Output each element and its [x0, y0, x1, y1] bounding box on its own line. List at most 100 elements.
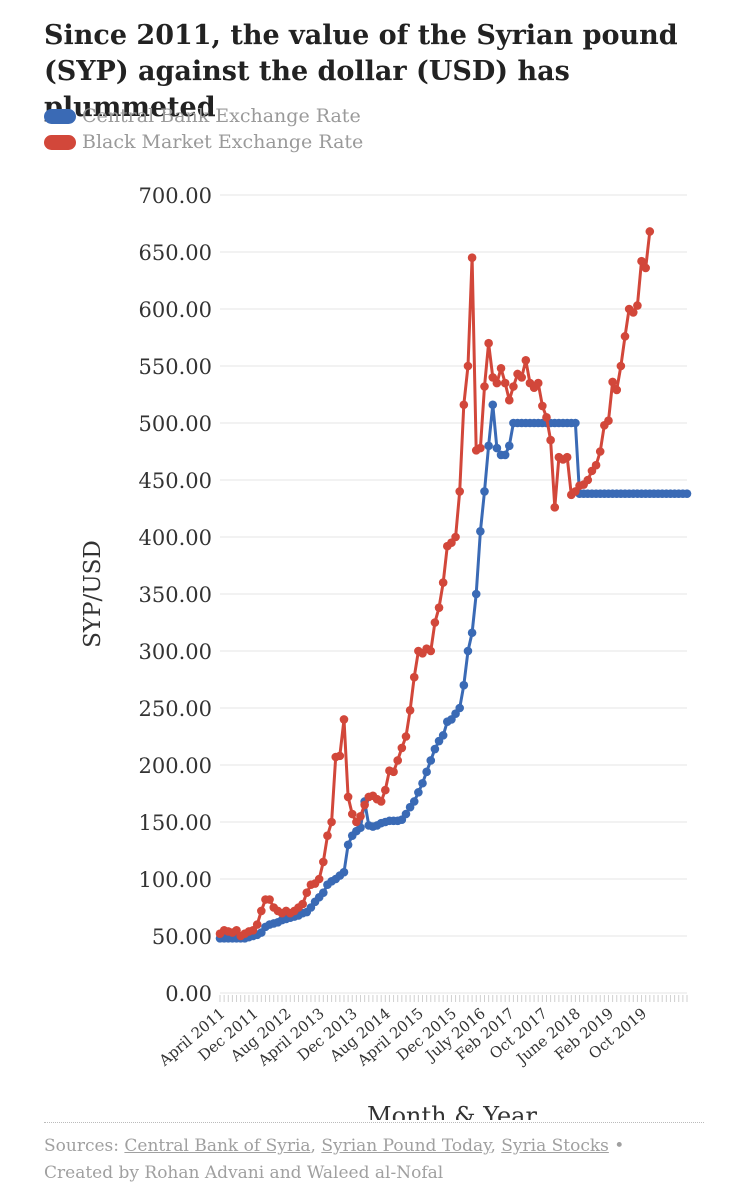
data-point-black-market: [562, 452, 572, 462]
y-tick-label: 450.00: [139, 469, 212, 493]
data-point-black-market: [533, 378, 543, 388]
data-point-black-market: [496, 363, 506, 373]
data-point-black-market: [455, 487, 464, 496]
source-link-syria-stocks[interactable]: Syria Stocks: [501, 1136, 609, 1156]
data-point-central-bank: [418, 778, 427, 788]
sources-prefix: Sources:: [44, 1136, 125, 1156]
data-point-black-market: [633, 301, 642, 310]
data-point-central-bank: [339, 867, 349, 877]
legend: Central Bank Exchange Rate Black Market …: [44, 103, 363, 155]
data-point-black-market: [476, 443, 485, 453]
data-point-black-market: [347, 809, 357, 819]
y-tick-label: 350.00: [139, 583, 212, 607]
data-point-central-bank: [476, 527, 485, 536]
y-tick-label: 600.00: [139, 298, 212, 322]
legend-swatch-black-market: [44, 134, 76, 150]
data-point-black-market: [323, 831, 332, 840]
data-point-black-market: [641, 263, 650, 273]
data-point-central-bank: [467, 628, 477, 638]
line-chart: 0.00 50.00 100.00 150.00 200.00 250.00 300.00 3…: [80, 184, 692, 1120]
data-point-black-market: [438, 578, 448, 587]
legend-label-black-market: Black Market Exchange Rate: [82, 131, 364, 153]
data-point-black-market: [252, 920, 262, 929]
x-axis-title: Month & Year: [367, 1102, 537, 1120]
data-point-black-market: [434, 603, 444, 612]
data-point-black-market: [381, 785, 390, 795]
data-point-black-market: [628, 308, 638, 317]
data-point-black-market: [550, 503, 560, 512]
footer: Sources: Central Bank of Syria, Syrian P…: [44, 1122, 704, 1187]
data-point-black-market: [302, 888, 312, 897]
data-point-central-bank: [463, 646, 473, 656]
data-point-black-market: [405, 705, 415, 715]
data-point-central-bank: [488, 400, 498, 410]
data-point-black-market: [426, 646, 436, 656]
data-point-central-bank: [343, 840, 353, 850]
data-point-black-market: [480, 382, 489, 391]
chart-title: Since 2011, the value of the Syrian poun…: [44, 20, 678, 123]
data-point-black-market: [451, 532, 460, 542]
y-tick-label: 200.00: [139, 754, 212, 778]
data-point-black-market: [389, 767, 398, 777]
data-point-central-bank: [480, 487, 489, 496]
data-point-black-market: [546, 435, 555, 445]
y-tick-label: 100.00: [139, 868, 212, 892]
data-point-central-bank: [484, 441, 493, 451]
y-tick-label: 500.00: [139, 412, 212, 436]
data-point-black-market: [257, 906, 266, 916]
data-point-black-market: [356, 812, 365, 821]
legend-item-black-market[interactable]: Black Market Exchange Rate: [44, 129, 363, 155]
y-tick-label: 250.00: [139, 697, 212, 721]
data-point-central-bank: [459, 680, 469, 690]
data-point-black-market: [265, 895, 274, 904]
data-point-black-market: [608, 377, 617, 387]
sources-separator: ,: [490, 1136, 502, 1156]
data-point-central-bank: [504, 441, 514, 451]
data-point-black-market: [401, 732, 411, 741]
data-point-black-market: [542, 413, 551, 422]
data-point-black-market: [521, 356, 531, 365]
data-point-black-market: [616, 361, 626, 371]
series-line-central-bank: [220, 403, 687, 940]
data-point-black-market: [612, 385, 622, 395]
data-point-black-market: [319, 857, 328, 867]
y-axis-title: SYP/USD: [80, 540, 106, 648]
data-point-central-bank: [426, 756, 436, 765]
data-point-black-market: [376, 797, 386, 806]
data-point-central-bank: [471, 589, 481, 599]
data-point-black-market: [409, 672, 419, 682]
data-point-black-market: [509, 382, 518, 391]
data-point-central-bank: [492, 443, 502, 453]
data-point-central-bank: [438, 731, 448, 740]
y-tick-label: 700.00: [139, 184, 212, 208]
data-point-black-market: [397, 743, 407, 753]
data-point-central-bank: [401, 809, 411, 819]
data-point-black-market: [620, 332, 630, 341]
y-tick-label: 650.00: [139, 241, 212, 265]
data-point-black-market: [343, 792, 353, 802]
credit-line: Created by Rohan Advani and Waleed al-No…: [44, 1163, 444, 1183]
data-point-black-market: [604, 416, 613, 426]
data-point-black-market: [463, 361, 473, 371]
data-point-black-market: [517, 373, 526, 382]
data-point-black-market: [591, 460, 601, 470]
data-point-black-market: [645, 227, 655, 236]
data-point-black-market: [595, 447, 605, 456]
source-link-central-bank[interactable]: Central Bank of Syria: [124, 1136, 311, 1156]
data-point-black-market: [492, 378, 502, 388]
data-point-black-market: [500, 378, 510, 388]
y-tick-label: 0.00: [165, 982, 212, 1006]
data-point-central-bank: [422, 767, 431, 777]
data-point-black-market: [504, 395, 514, 405]
y-tick-label: 300.00: [139, 640, 212, 664]
data-point-black-market: [360, 800, 369, 810]
y-tick-label: 400.00: [139, 526, 212, 550]
data-point-black-market: [298, 899, 307, 909]
source-link-syrian-pound-today[interactable]: Syrian Pound Today: [321, 1136, 491, 1156]
data-point-black-market: [314, 874, 324, 884]
legend-item-central-bank[interactable]: Central Bank Exchange Rate: [44, 103, 363, 129]
legend-swatch-central-bank: [44, 108, 76, 124]
y-tick-label: 50.00: [152, 925, 212, 949]
data-point-central-bank: [571, 418, 580, 428]
data-point-black-market: [484, 338, 493, 348]
